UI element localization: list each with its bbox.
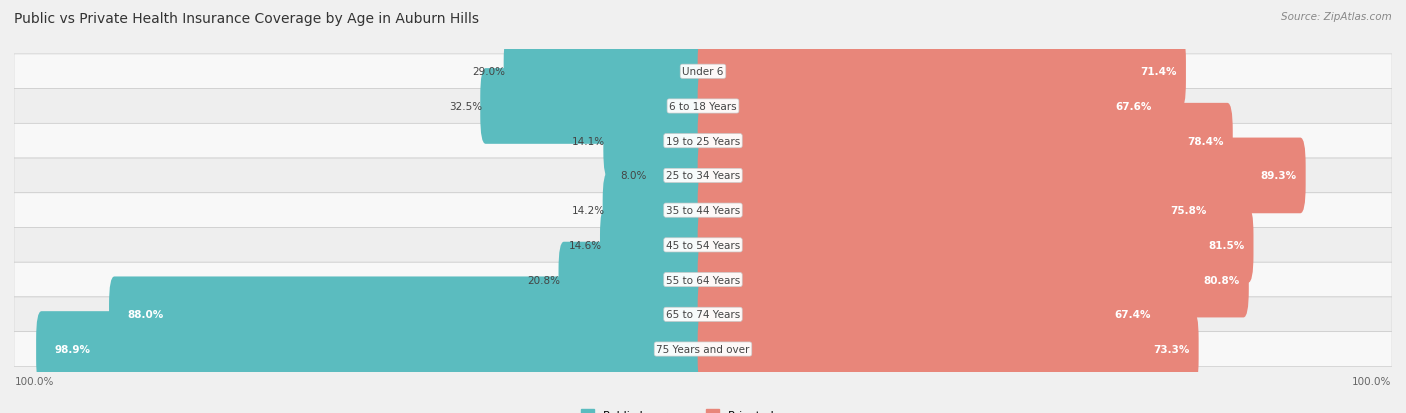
FancyBboxPatch shape (600, 207, 709, 283)
Text: 14.2%: 14.2% (572, 206, 605, 216)
FancyBboxPatch shape (14, 193, 1392, 228)
FancyBboxPatch shape (14, 263, 1392, 297)
Legend: Public Insurance, Private Insurance: Public Insurance, Private Insurance (576, 405, 830, 413)
FancyBboxPatch shape (14, 89, 1392, 124)
FancyBboxPatch shape (697, 173, 1215, 248)
FancyBboxPatch shape (558, 242, 709, 318)
Text: 55 to 64 Years: 55 to 64 Years (666, 275, 740, 285)
Text: 6 to 18 Years: 6 to 18 Years (669, 102, 737, 112)
Text: 32.5%: 32.5% (449, 102, 482, 112)
Text: 45 to 54 Years: 45 to 54 Years (666, 240, 740, 250)
FancyBboxPatch shape (14, 297, 1392, 332)
FancyBboxPatch shape (697, 277, 1159, 352)
Text: 35 to 44 Years: 35 to 44 Years (666, 206, 740, 216)
FancyBboxPatch shape (14, 124, 1392, 159)
FancyBboxPatch shape (14, 228, 1392, 263)
Text: 88.0%: 88.0% (128, 310, 165, 320)
FancyBboxPatch shape (481, 69, 709, 145)
Text: 89.3%: 89.3% (1261, 171, 1296, 181)
Text: Public vs Private Health Insurance Coverage by Age in Auburn Hills: Public vs Private Health Insurance Cover… (14, 12, 479, 26)
FancyBboxPatch shape (644, 138, 709, 214)
Text: 73.3%: 73.3% (1153, 344, 1189, 354)
FancyBboxPatch shape (110, 277, 709, 352)
FancyBboxPatch shape (697, 138, 1306, 214)
Text: Under 6: Under 6 (682, 67, 724, 77)
FancyBboxPatch shape (697, 207, 1254, 283)
FancyBboxPatch shape (14, 55, 1392, 89)
FancyBboxPatch shape (37, 311, 709, 387)
FancyBboxPatch shape (697, 69, 1160, 145)
Text: 78.4%: 78.4% (1188, 136, 1225, 146)
FancyBboxPatch shape (603, 173, 709, 248)
Text: 80.8%: 80.8% (1204, 275, 1240, 285)
Text: 75 Years and over: 75 Years and over (657, 344, 749, 354)
Text: 71.4%: 71.4% (1140, 67, 1177, 77)
Text: 81.5%: 81.5% (1209, 240, 1244, 250)
Text: 29.0%: 29.0% (472, 67, 506, 77)
Text: 25 to 34 Years: 25 to 34 Years (666, 171, 740, 181)
Text: 8.0%: 8.0% (620, 171, 647, 181)
FancyBboxPatch shape (603, 104, 709, 179)
FancyBboxPatch shape (14, 332, 1392, 366)
FancyBboxPatch shape (697, 311, 1199, 387)
Text: 75.8%: 75.8% (1170, 206, 1206, 216)
Text: Source: ZipAtlas.com: Source: ZipAtlas.com (1281, 12, 1392, 22)
FancyBboxPatch shape (697, 34, 1185, 110)
FancyBboxPatch shape (14, 159, 1392, 193)
Text: 20.8%: 20.8% (527, 275, 561, 285)
FancyBboxPatch shape (503, 34, 709, 110)
Text: 67.6%: 67.6% (1115, 102, 1152, 112)
Text: 14.1%: 14.1% (572, 136, 606, 146)
Text: 67.4%: 67.4% (1114, 310, 1150, 320)
Text: 14.6%: 14.6% (569, 240, 602, 250)
Text: 19 to 25 Years: 19 to 25 Years (666, 136, 740, 146)
Text: 65 to 74 Years: 65 to 74 Years (666, 310, 740, 320)
FancyBboxPatch shape (697, 242, 1249, 318)
FancyBboxPatch shape (697, 104, 1233, 179)
Text: 98.9%: 98.9% (55, 344, 91, 354)
